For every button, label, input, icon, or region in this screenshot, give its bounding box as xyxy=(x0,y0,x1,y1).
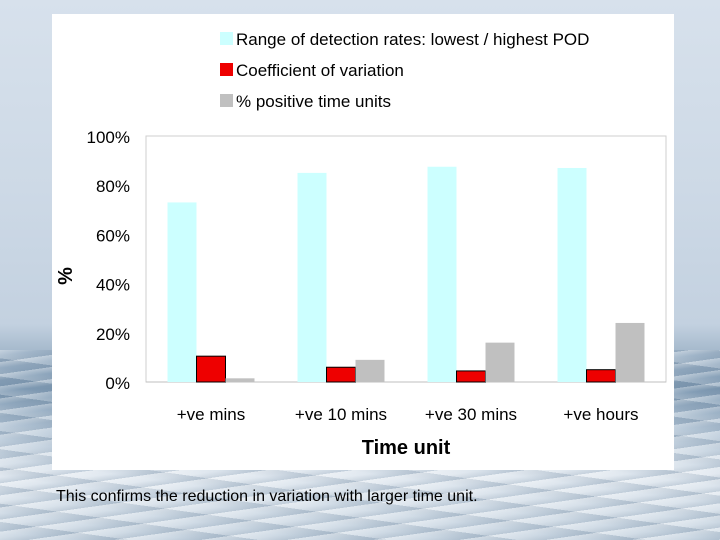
y-axis-label: % xyxy=(55,267,77,285)
y-tick-label: 40% xyxy=(96,276,130,295)
y-tick-labels: 0% 20% 40% 60% 80% 100% xyxy=(87,128,130,393)
x-axis-label: Time unit xyxy=(362,437,451,459)
legend-swatch xyxy=(220,63,233,76)
y-tick-label: 80% xyxy=(96,177,130,196)
y-tick-label: 20% xyxy=(96,325,130,344)
plot-area xyxy=(145,135,667,383)
legend-label: % positive time units xyxy=(236,92,391,111)
caption-text: This confirms the reduction in variation… xyxy=(56,488,478,505)
bar xyxy=(297,172,327,382)
bar xyxy=(196,355,226,383)
legend: Range of detection rates: lowest / highe… xyxy=(220,30,589,111)
legend-label: Range of detection rates: lowest / highe… xyxy=(236,30,589,49)
x-tick-label: +ve 10 mins xyxy=(295,405,387,424)
bars xyxy=(167,166,645,383)
legend-swatch xyxy=(220,32,233,45)
x-tick-labels: +ve mins +ve 10 mins +ve 30 mins +ve hours xyxy=(177,405,639,424)
x-tick-label: +ve 30 mins xyxy=(425,405,517,424)
bar-chart: Range of detection rates: lowest / highe… xyxy=(55,30,667,459)
x-tick-label: +ve hours xyxy=(563,405,638,424)
bar xyxy=(427,166,457,382)
y-tick-label: 0% xyxy=(105,374,130,393)
bar xyxy=(586,369,616,383)
legend-label: Coefficient of variation xyxy=(236,61,404,80)
bar xyxy=(355,359,385,382)
bar xyxy=(485,342,515,382)
bar xyxy=(326,366,356,383)
bar xyxy=(615,322,645,382)
legend-swatch xyxy=(220,94,233,107)
bar xyxy=(167,202,197,382)
bar xyxy=(456,370,486,383)
x-tick-label: +ve mins xyxy=(177,405,246,424)
bar xyxy=(225,378,255,382)
chart-panel: Range of detection rates: lowest / highe… xyxy=(52,14,674,470)
y-tick-label: 100% xyxy=(87,128,130,147)
bar xyxy=(557,167,587,382)
y-tick-label: 60% xyxy=(96,226,130,245)
